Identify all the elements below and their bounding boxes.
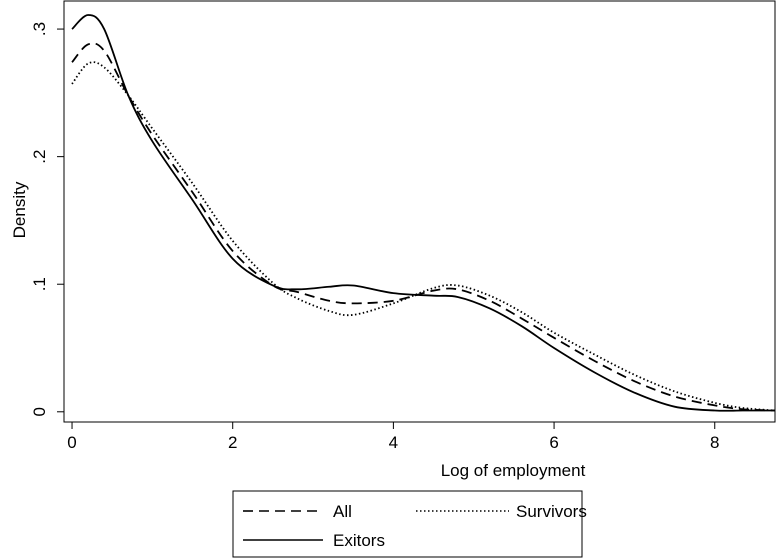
y-tick-label: .1 [30, 277, 49, 291]
y-tick-label: .2 [30, 150, 49, 164]
y-tick-label: 0 [30, 407, 49, 416]
y-tick-label: .3 [30, 22, 49, 36]
x-tick-label: 2 [228, 433, 237, 452]
series-line-all [71, 42, 776, 412]
legend-label-exitors: Exitors [333, 531, 385, 550]
x-tick-label: 6 [549, 433, 558, 452]
series-line-exitors [71, 14, 775, 412]
plot-frame [63, 0, 776, 423]
x-axis-label: Log of employment [441, 461, 586, 480]
legend-box [232, 490, 583, 558]
y-axis-label: Density [10, 181, 29, 238]
x-tick-label: 0 [67, 433, 76, 452]
legend-label-all: All [333, 502, 352, 521]
legend: All Survivors Exitors [232, 490, 587, 558]
series-line-survivors [71, 61, 776, 412]
legend-label-survivors: Survivors [516, 502, 587, 521]
x-tick-label: 4 [389, 433, 398, 452]
series-lines [71, 14, 776, 412]
x-tick-label: 8 [710, 433, 719, 452]
axis-ticks: 0 2 4 6 8 0 .1 .2 .3 [30, 22, 719, 452]
